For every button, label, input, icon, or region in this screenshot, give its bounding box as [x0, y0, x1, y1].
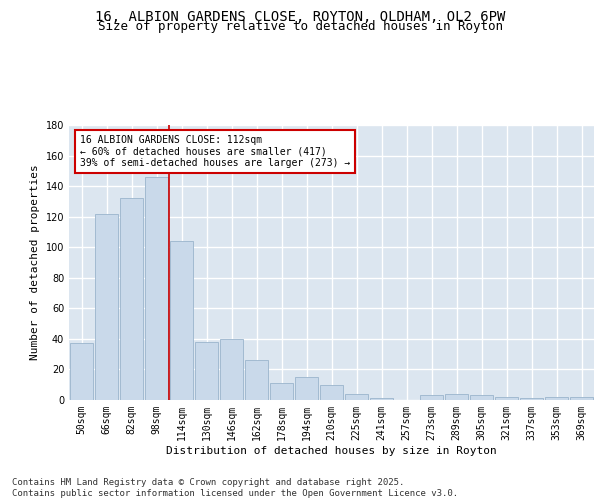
Bar [545, 397, 568, 400]
Bar [269, 383, 293, 400]
Text: Size of property relative to detached houses in Royton: Size of property relative to detached ho… [97, 20, 503, 33]
Bar [494, 397, 518, 400]
Bar [119, 198, 143, 400]
Bar [445, 394, 469, 400]
Bar [470, 396, 493, 400]
Bar [569, 397, 593, 400]
Text: 16 ALBION GARDENS CLOSE: 112sqm
← 60% of detached houses are smaller (417)
39% o: 16 ALBION GARDENS CLOSE: 112sqm ← 60% of… [79, 134, 350, 168]
Bar [320, 384, 343, 400]
Bar [70, 344, 94, 400]
Y-axis label: Number of detached properties: Number of detached properties [30, 164, 40, 360]
Bar [145, 177, 169, 400]
Bar [520, 398, 544, 400]
Bar [194, 342, 218, 400]
Text: Contains HM Land Registry data © Crown copyright and database right 2025.
Contai: Contains HM Land Registry data © Crown c… [12, 478, 458, 498]
Bar [245, 360, 268, 400]
Bar [419, 396, 443, 400]
Bar [95, 214, 118, 400]
Bar [170, 241, 193, 400]
Text: 16, ALBION GARDENS CLOSE, ROYTON, OLDHAM, OL2 6PW: 16, ALBION GARDENS CLOSE, ROYTON, OLDHAM… [95, 10, 505, 24]
X-axis label: Distribution of detached houses by size in Royton: Distribution of detached houses by size … [166, 446, 497, 456]
Bar [220, 339, 244, 400]
Bar [344, 394, 368, 400]
Bar [295, 377, 319, 400]
Bar [370, 398, 394, 400]
